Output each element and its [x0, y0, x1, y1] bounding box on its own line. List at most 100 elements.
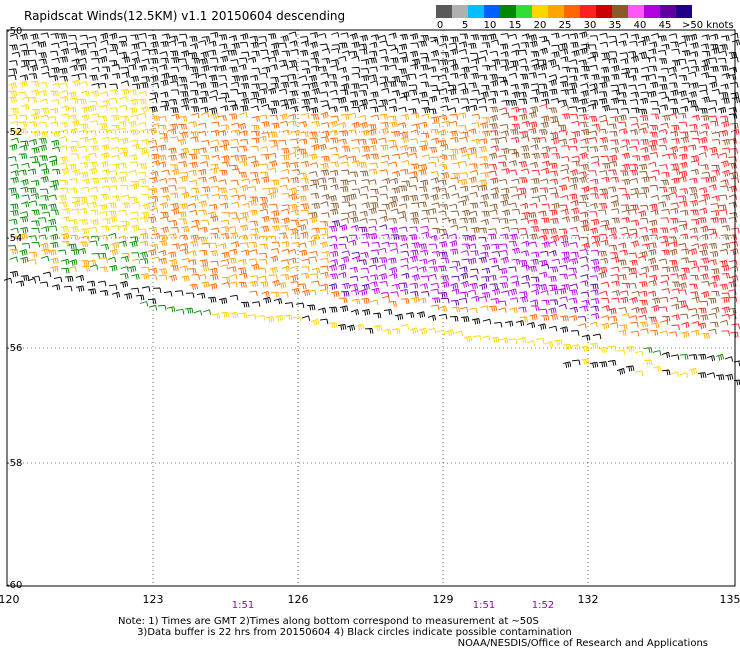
wind-barb: [341, 290, 350, 297]
wind-barb: [78, 73, 87, 79]
wind-barb: [701, 281, 710, 287]
wind-barb: [408, 108, 417, 115]
wind-barb: [630, 204, 639, 211]
wind-barb: [238, 171, 248, 178]
wind-barb: [131, 258, 141, 265]
wind-barb: [228, 113, 238, 120]
wind-barb: [338, 271, 347, 279]
wind-barb: [630, 139, 640, 145]
wind-barb: [438, 163, 448, 170]
wind-barb: [279, 184, 288, 190]
wind-barb: [369, 80, 379, 86]
wind-barb: [147, 298, 157, 305]
wind-barb: [178, 115, 188, 122]
wind-barb: [199, 226, 208, 233]
wind-barb: [680, 248, 690, 255]
wind-barb: [159, 234, 168, 241]
wind-barb: [429, 217, 438, 224]
wind-barb: [209, 204, 218, 210]
wind-barb: [578, 176, 587, 184]
wind-barb: [461, 258, 470, 265]
wind-barb: [711, 164, 720, 171]
wind-barb: [351, 66, 361, 73]
wind-barb: [190, 130, 199, 138]
wind-barb: [218, 179, 227, 185]
wind-barb: [588, 170, 597, 176]
wind-barb: [610, 256, 620, 263]
wind-barb: [258, 36, 267, 42]
wind-barb: [378, 247, 387, 254]
wind-barb: [570, 199, 579, 207]
wind-barb: [60, 129, 69, 135]
wind-barb: [440, 105, 449, 111]
wind-barb: [79, 219, 89, 226]
wind-barb: [108, 232, 117, 239]
wind-barb: [111, 64, 121, 70]
wind-barb: [257, 97, 267, 105]
wind-barb: [708, 328, 717, 335]
colorbar-tick-label: 5: [461, 20, 469, 31]
wind-barb: [409, 194, 419, 202]
wind-barb: [290, 176, 299, 184]
wind-barb: [518, 161, 527, 168]
wind-barb: [721, 138, 730, 146]
wind-barb: [239, 41, 249, 48]
wind-barb: [239, 160, 248, 167]
wind-barb: [68, 266, 77, 272]
wind-barb: [589, 83, 598, 90]
wind-barb: [148, 304, 158, 311]
wind-barb: [549, 178, 559, 185]
wind-barb: [350, 288, 360, 296]
wind-barb: [210, 112, 219, 120]
wind-barb: [218, 297, 228, 305]
wind-barb: [511, 151, 520, 158]
wind-barb: [708, 107, 717, 113]
wind-barb: [301, 67, 311, 74]
wind-barb: [180, 225, 190, 233]
wind-barb: [148, 34, 157, 40]
wind-barb: [620, 58, 629, 65]
wind-barb: [580, 83, 589, 89]
wind-barb: [111, 154, 120, 161]
wind-barb: [247, 56, 257, 63]
wind-barb: [457, 82, 467, 89]
wind-barb: [99, 257, 109, 263]
wind-barb: [549, 313, 558, 321]
wind-barb: [178, 41, 187, 48]
wind-barb: [680, 331, 690, 338]
wind-barb: [189, 240, 199, 248]
wind-barb: [449, 240, 458, 248]
wind-barb: [408, 89, 418, 96]
wind-barb: [351, 55, 360, 62]
wind-barb: [208, 49, 217, 56]
wind-barb: [559, 273, 568, 280]
wind-barb: [261, 121, 270, 128]
wind-barb: [431, 297, 441, 304]
wind-barb: [308, 289, 317, 296]
wind-barb: [601, 315, 610, 321]
wind-barb: [371, 242, 380, 248]
wind-barb: [580, 211, 589, 218]
wind-barb: [38, 163, 48, 169]
wind-barb: [657, 76, 667, 82]
wind-barb: [159, 178, 168, 184]
wind-barb: [480, 172, 489, 178]
wind-barb: [611, 266, 620, 273]
wind-barb: [331, 153, 340, 160]
wind-barb: [50, 121, 59, 128]
wind-barb: [379, 113, 388, 120]
wind-barb: [270, 76, 279, 83]
wind-barb: [631, 155, 641, 161]
wind-barb: [218, 187, 228, 194]
wind-barb: [638, 83, 647, 90]
wind-barb: [328, 322, 338, 329]
wind-barb: [70, 153, 80, 159]
wind-barb: [239, 272, 248, 279]
wind-barb: [500, 148, 510, 155]
wind-barb: [540, 178, 549, 184]
wind-barb: [589, 51, 599, 58]
wind-barb: [70, 226, 79, 233]
wind-barb: [270, 49, 279, 57]
wind-barb: [270, 210, 280, 217]
wind-barb: [609, 252, 619, 258]
